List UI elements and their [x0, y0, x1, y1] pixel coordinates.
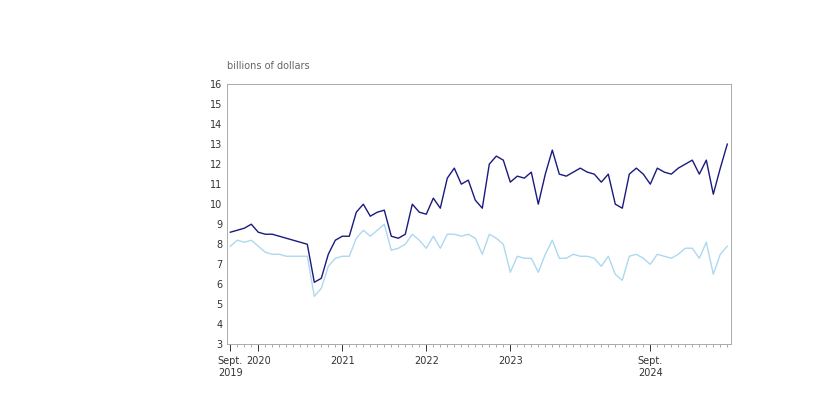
- Text: billions of dollars: billions of dollars: [227, 61, 309, 71]
